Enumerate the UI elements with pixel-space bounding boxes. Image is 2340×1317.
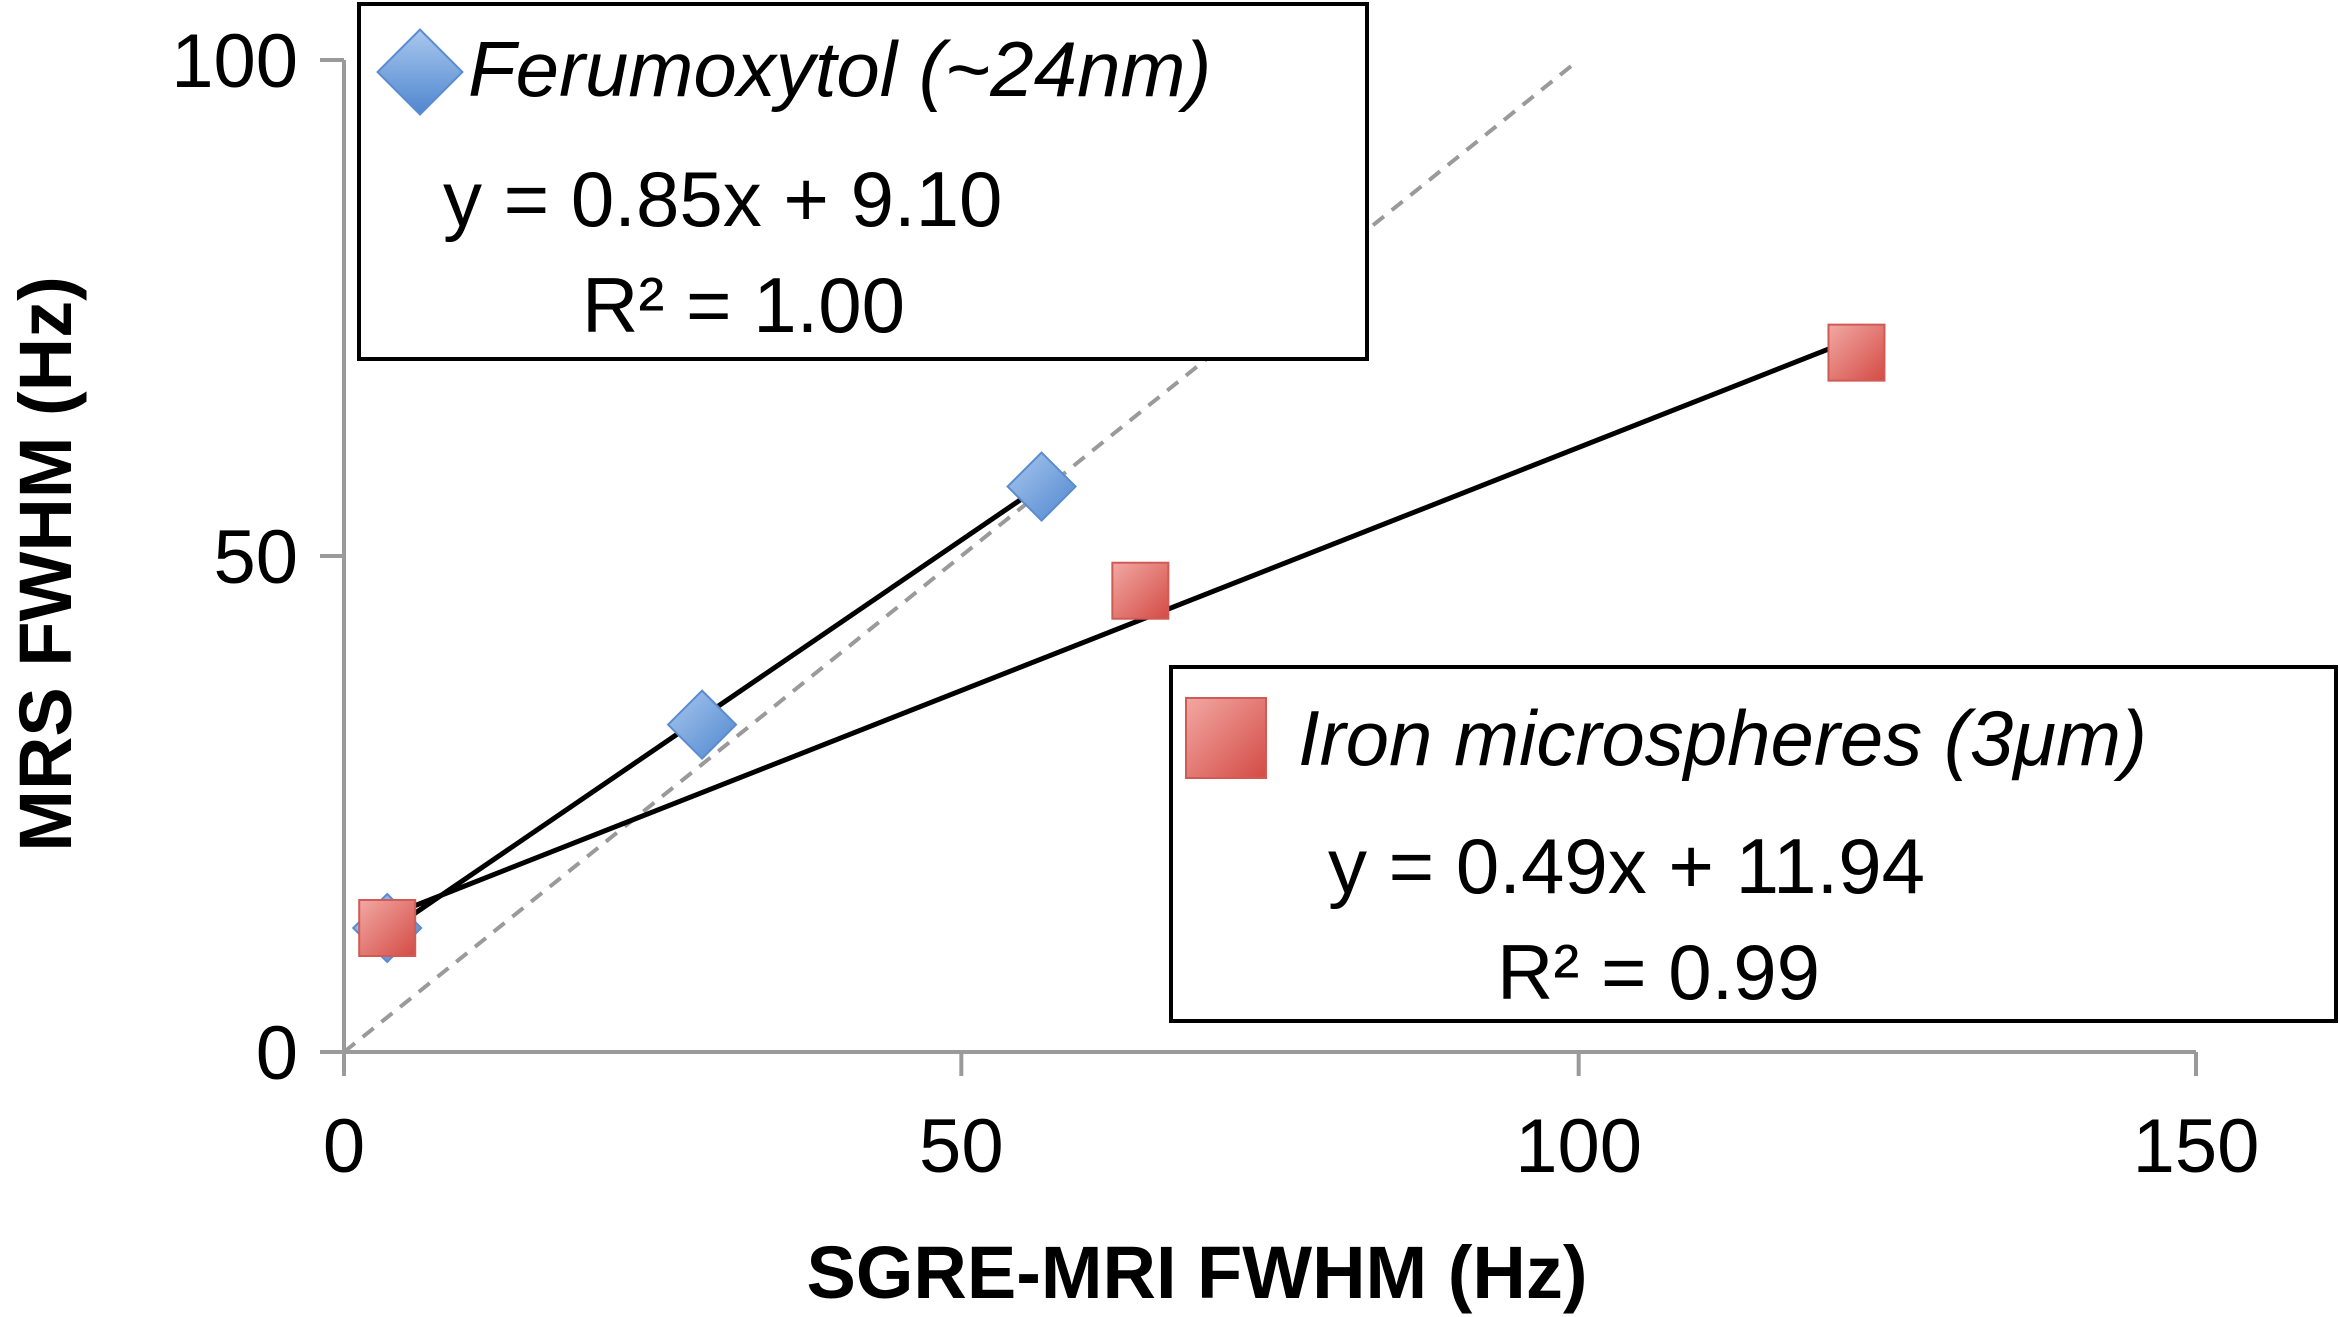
x-tick-label: 150 [2133,1104,2260,1189]
data-point-iron [1827,323,1886,382]
r-squared-ferumoxytol: R² = 1.00 [582,261,905,349]
x-tick-label: 100 [1515,1104,1642,1189]
legend-label-ferumoxytol: Ferumoxytol (~24nm) [468,25,1211,113]
data-point-iron [358,899,417,957]
legend-marker-diamond [376,28,464,116]
y-axis-title: MRS FWHM (Hz) [4,276,87,851]
data-point-ferumoxytol [666,689,738,761]
trendline-iron [386,335,1858,919]
y-tick-label: 0 [256,1011,298,1096]
legend-box-ferumoxytol: Ferumoxytol (~24nm) y = 0.85x + 9.10 R² … [357,2,1369,361]
legend-label-iron: Iron microspheres (3μm) [1298,694,2147,782]
y-tick-label: 50 [213,515,298,600]
y-tick-label: 100 [171,19,298,104]
axes: 0 50 100 150 0 50 100 [171,19,2259,1189]
x-axis-title: SGRE-MRI FWHM (Hz) [807,1231,1588,1314]
equation-ferumoxytol: y = 0.85x + 9.10 [443,155,1002,243]
data-points [351,323,1886,964]
equation-iron: y = 0.49x + 11.94 [1328,822,1925,910]
legend-box-iron: Iron microspheres (3μm) y = 0.49x + 11.9… [1169,665,2338,1023]
x-tick-label: 50 [919,1104,1004,1189]
data-point-iron [1111,561,1170,620]
x-tick-label: 0 [323,1104,365,1189]
data-point-ferumoxytol [1006,451,1078,522]
r-squared-iron: R² = 0.99 [1497,928,1820,1016]
legend-marker-square [1185,697,1267,779]
